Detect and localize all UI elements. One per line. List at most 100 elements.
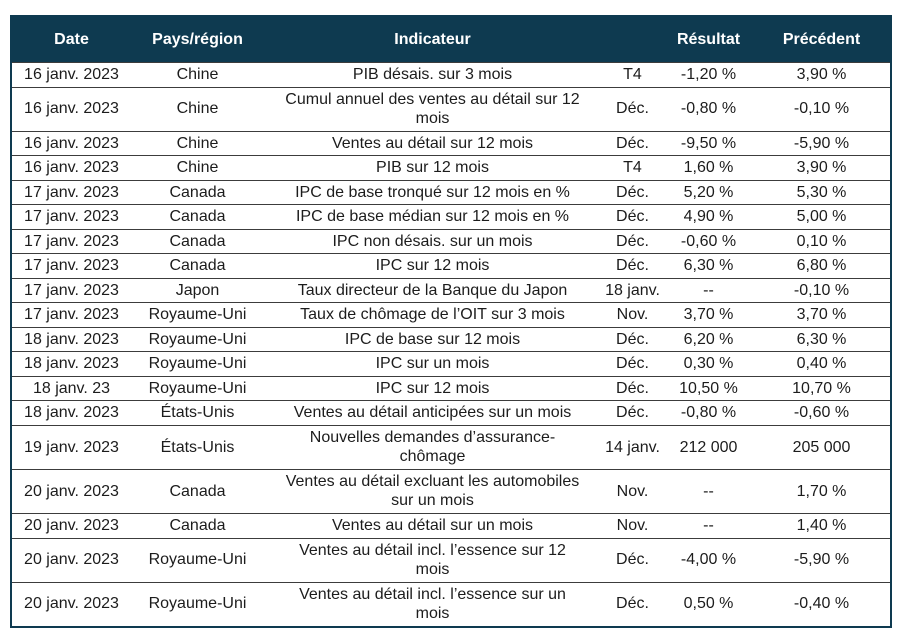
result-cell: -- <box>664 468 753 514</box>
table-body: 16 janv. 2023 Chine PIB désais. sur 3 mois… <box>11 62 891 627</box>
indicator-cell: IPC sur 12 mois <box>264 375 601 401</box>
result-cell: 0,50 % <box>664 581 753 627</box>
result-cell: 4,90 % <box>664 204 753 230</box>
table-row: 19 janv. 2023 États-Unis Nouvelles demande… <box>11 424 891 470</box>
header-result: Résultat <box>664 16 753 63</box>
country-cell: Chine <box>131 86 264 132</box>
period-cell: 14 janv. <box>601 424 664 470</box>
table-row: 20 janv. 2023 Canada Ventes au détail excl… <box>11 468 891 514</box>
indicator-cell: Taux directeur de la Banque du Japon <box>264 277 601 303</box>
period-cell: Nov. <box>601 468 664 514</box>
country-cell: Royaume-Uni <box>131 537 264 583</box>
result-cell: 5,20 % <box>664 179 753 205</box>
previous-cell: 3,70 % <box>753 302 891 328</box>
result-cell: -1,20 % <box>664 62 753 88</box>
date-cell: 16 janv. 2023 <box>11 155 131 181</box>
previous-cell: -5,90 % <box>753 537 891 583</box>
table-row: 17 janv. 2023 Canada IPC de base tronqué s… <box>11 179 891 205</box>
period-cell: Déc. <box>601 228 664 254</box>
indicator-cell: Ventes au détail incl. l’essence sur un … <box>264 581 601 627</box>
previous-cell: 6,30 % <box>753 326 891 352</box>
previous-cell: 6,80 % <box>753 253 891 279</box>
country-cell: Chine <box>131 62 264 88</box>
period-cell: Déc. <box>601 400 664 426</box>
country-cell: Chine <box>131 130 264 156</box>
date-cell: 17 janv. 2023 <box>11 204 131 230</box>
table-row: 20 janv. 2023 Canada Ventes au détail sur … <box>11 512 891 538</box>
period-cell: Nov. <box>601 302 664 328</box>
indicator-cell: Nouvelles demandes d’assurance- chômage <box>264 424 601 470</box>
previous-cell: 3,90 % <box>753 62 891 88</box>
previous-cell: -0,10 % <box>753 277 891 303</box>
result-cell: -- <box>664 512 753 538</box>
period-cell: Déc. <box>601 86 664 132</box>
indicator-cell: IPC sur 12 mois <box>264 253 601 279</box>
country-cell: Canada <box>131 179 264 205</box>
period-cell: Déc. <box>601 204 664 230</box>
country-cell: Canada <box>131 228 264 254</box>
header-country: Pays/région <box>131 16 264 63</box>
indicator-cell: IPC sur un mois <box>264 351 601 377</box>
table-row: 18 janv. 23 Royaume-Uni IPC sur 12 mois Déc… <box>11 375 891 401</box>
indicator-cell: Ventes au détail incl. l’essence sur 12 … <box>264 537 601 583</box>
country-cell: Canada <box>131 468 264 514</box>
date-cell: 20 janv. 2023 <box>11 537 131 583</box>
period-cell: T4 <box>601 155 664 181</box>
period-cell: Déc. <box>601 537 664 583</box>
table-row: 16 janv. 2023 Chine Ventes au détail sur 1… <box>11 130 891 156</box>
date-cell: 20 janv. 2023 <box>11 581 131 627</box>
country-cell: Royaume-Uni <box>131 302 264 328</box>
result-cell: 212 000 <box>664 424 753 470</box>
indicator-cell: PIB sur 12 mois <box>264 155 601 181</box>
previous-cell: 0,40 % <box>753 351 891 377</box>
result-cell: 3,70 % <box>664 302 753 328</box>
result-cell: 1,60 % <box>664 155 753 181</box>
indicator-cell: IPC non désais. sur un mois <box>264 228 601 254</box>
previous-cell: 1,40 % <box>753 512 891 538</box>
economic-calendar: Date Pays/région Indicateur Résultat Pré… <box>10 15 892 628</box>
result-cell: -- <box>664 277 753 303</box>
table-row: 18 janv. 2023 Royaume-Uni IPC de base sur … <box>11 326 891 352</box>
date-cell: 17 janv. 2023 <box>11 302 131 328</box>
period-cell: Déc. <box>601 581 664 627</box>
indicator-cell: Taux de chômage de l’OIT sur 3 mois <box>264 302 601 328</box>
table-row: 17 janv. 2023 Canada IPC non désais. sur u… <box>11 228 891 254</box>
period-cell: T4 <box>601 62 664 88</box>
header-previous: Précédent <box>753 16 891 63</box>
previous-cell: 0,10 % <box>753 228 891 254</box>
previous-cell: 205 000 <box>753 424 891 470</box>
header-indicator: Indicateur <box>264 16 601 63</box>
date-cell: 20 janv. 2023 <box>11 468 131 514</box>
indicator-cell: IPC de base tronqué sur 12 mois en % <box>264 179 601 205</box>
period-cell: Déc. <box>601 130 664 156</box>
previous-cell: -0,40 % <box>753 581 891 627</box>
table-row: 20 janv. 2023 Royaume-Uni Ventes au détail… <box>11 537 891 583</box>
table-row: 16 janv. 2023 Chine Cumul annuel des vente… <box>11 86 891 132</box>
period-cell: Déc. <box>601 326 664 352</box>
result-cell: -4,00 % <box>664 537 753 583</box>
period-cell: Déc. <box>601 351 664 377</box>
table-row: 18 janv. 2023 Royaume-Uni IPC sur un mois D… <box>11 351 891 377</box>
table-row: 18 janv. 2023 États-Unis Ventes au détail … <box>11 400 891 426</box>
previous-cell: 5,30 % <box>753 179 891 205</box>
date-cell: 19 janv. 2023 <box>11 424 131 470</box>
table-row: 17 janv. 2023 Canada IPC de base médian su… <box>11 204 891 230</box>
result-cell: -0,60 % <box>664 228 753 254</box>
table-row: 17 janv. 2023 Royaume-Uni Taux de chômage … <box>11 302 891 328</box>
date-cell: 17 janv. 2023 <box>11 179 131 205</box>
country-cell: Royaume-Uni <box>131 326 264 352</box>
date-cell: 17 janv. 2023 <box>11 253 131 279</box>
indicator-cell: Cumul annuel des ventes au détail sur 12… <box>264 86 601 132</box>
table-row: 20 janv. 2023 Royaume-Uni Ventes au détail… <box>11 581 891 627</box>
date-cell: 16 janv. 2023 <box>11 86 131 132</box>
country-cell: Royaume-Uni <box>131 375 264 401</box>
period-cell: 18 janv. <box>601 277 664 303</box>
country-cell: États-Unis <box>131 424 264 470</box>
period-cell: Déc. <box>601 253 664 279</box>
result-cell: -9,50 % <box>664 130 753 156</box>
date-cell: 18 janv. 23 <box>11 375 131 401</box>
date-cell: 18 janv. 2023 <box>11 326 131 352</box>
date-cell: 20 janv. 2023 <box>11 512 131 538</box>
previous-cell: -0,60 % <box>753 400 891 426</box>
country-cell: Canada <box>131 253 264 279</box>
